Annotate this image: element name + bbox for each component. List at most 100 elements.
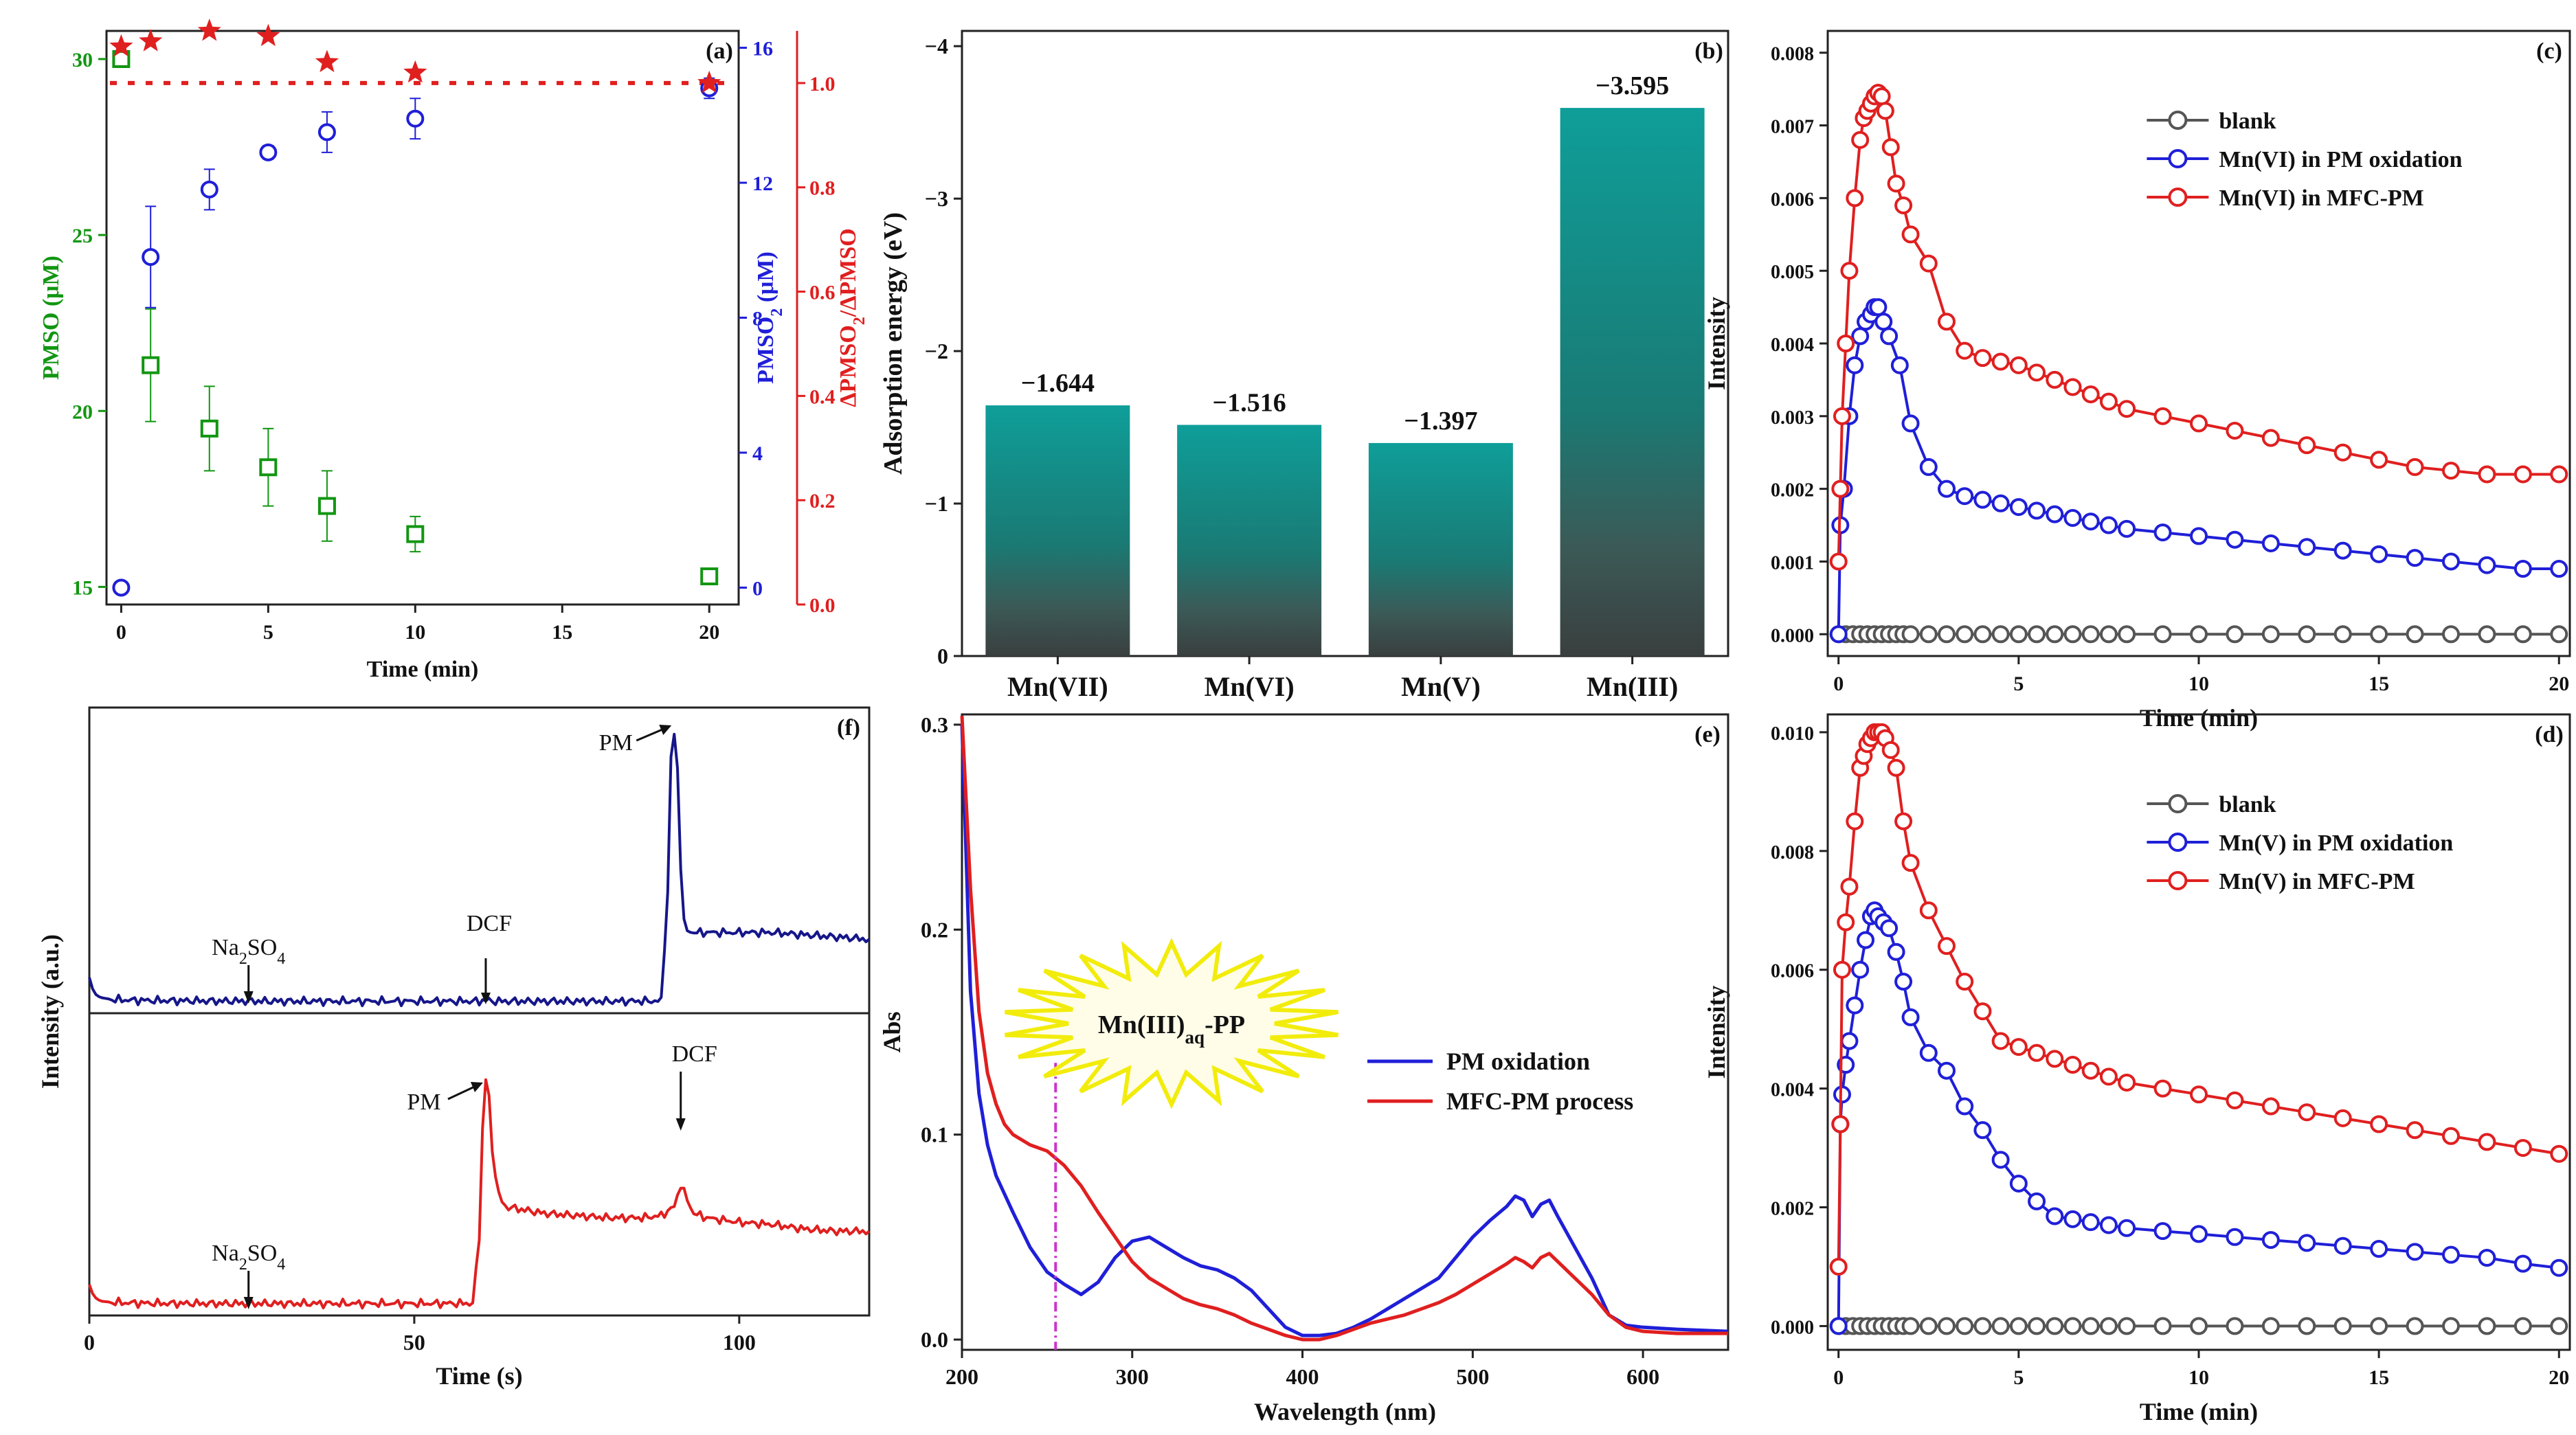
series-point (2261, 1317, 2280, 1335)
series-point (2153, 625, 2172, 644)
x-axis-title: Time (s) (436, 1362, 522, 1390)
pmso-point (406, 525, 425, 543)
series-point (2009, 356, 2028, 374)
series-point (2478, 1249, 2496, 1267)
y-axis-title-mid: PMSO2 (μM) (753, 251, 786, 384)
panel-label-d: (d) (2535, 722, 2564, 747)
series-point (1919, 1043, 1938, 1062)
annotation-label: Na2SO4 (212, 935, 285, 968)
series-point (2118, 1073, 2136, 1092)
series-point (2226, 530, 2244, 549)
series-point (2063, 378, 2082, 396)
x-axis-title: Time (min) (2140, 704, 2258, 732)
series-point (2406, 457, 2424, 476)
series-point (1869, 298, 1888, 317)
series-point (1938, 937, 1956, 956)
series-point (2009, 1317, 2028, 1335)
legend-label: MFC-PM process (1446, 1087, 1633, 1115)
series-point (1833, 960, 1851, 979)
legend-label: PM oxidation (1446, 1048, 1590, 1075)
y-tick-label: 15 (72, 576, 93, 599)
pmso2-point (112, 578, 131, 597)
annotation-label-part-2: SO (247, 935, 277, 960)
series-point (2550, 1144, 2568, 1163)
series-point (2333, 1317, 2352, 1335)
series-point (1901, 1008, 1920, 1026)
series-point (2550, 1317, 2568, 1335)
series-point (2513, 465, 2532, 484)
series-point (2513, 625, 2532, 644)
bar (985, 405, 1130, 656)
series-point (1956, 341, 1974, 360)
legend-label: Mn(V) in MFC-PM (2219, 869, 2415, 894)
series-point (1919, 901, 1938, 920)
callout-label-part-2: -PP (1205, 1010, 1245, 1039)
arrow-head (243, 1297, 254, 1309)
series-point (2261, 625, 2280, 644)
y-tick-label: 0.004 (1771, 1080, 1814, 1101)
series-point (2298, 436, 2316, 455)
panel-label-f: (f) (837, 715, 860, 741)
panel-label-e: (e) (1694, 722, 1721, 747)
series-point (1880, 327, 1899, 346)
y-tick-label: 0.006 (1771, 961, 1814, 982)
bar (1560, 108, 1705, 656)
y-tick-label: −3 (925, 186, 948, 211)
series-point (2046, 505, 2064, 523)
series-point (2550, 625, 2568, 644)
panel-b-frame (961, 30, 1729, 657)
series-point (1881, 741, 1900, 759)
legend-label: Mn(VI) in MFC-PM (2219, 185, 2423, 211)
series-point (2478, 1317, 2496, 1335)
series-point (2081, 1317, 2100, 1335)
y-tick-label: 0.000 (1771, 625, 1814, 646)
series-point (1919, 457, 1938, 476)
series-point (1874, 313, 1893, 331)
panel-e-chart: 200 300 400 500 600 0.0 0.1 0.2 0.3 Mn(III)aq-PP P… (878, 712, 1729, 1425)
series-point (1831, 479, 1850, 498)
series-point (2333, 1236, 2352, 1255)
series-point (1973, 1121, 1992, 1140)
series-point (2190, 1317, 2208, 1335)
series-point (2370, 625, 2388, 644)
legend-label: blank (2219, 792, 2276, 817)
y-axis-title-mid-part-1: 2 (768, 308, 786, 317)
series-point (2478, 1133, 2496, 1151)
bar-value-label: −1.397 (1404, 407, 1477, 436)
series-point (2081, 512, 2100, 531)
y-axis-title-mid-part-2: (μM) (753, 251, 779, 308)
legend-label: Mn(V) in PM oxidation (2219, 831, 2453, 856)
series-point (2550, 1258, 2568, 1277)
series-point (2298, 625, 2316, 644)
ratio-point (197, 19, 221, 41)
legend-marker (2168, 794, 2188, 813)
series-point (2028, 1043, 2046, 1062)
series-point (2190, 414, 2208, 433)
y-tick-label: 12 (752, 172, 773, 195)
series-point (2063, 1317, 2082, 1335)
x-tick-label: 400 (1286, 1364, 1319, 1389)
series-point (1833, 1085, 1851, 1104)
series-point (1876, 102, 1894, 120)
y-tick-label: 16 (752, 38, 773, 60)
starburst-callout (1004, 938, 1339, 1109)
signal-trace (88, 732, 871, 1008)
series-point (2441, 552, 2460, 571)
y-axis-title-right-part-2: /ΔPMSO (836, 228, 861, 317)
series-point (1919, 254, 1938, 273)
y-tick-label: 8 (752, 308, 763, 330)
series-point (1829, 1257, 1848, 1276)
arrow-head (675, 1118, 686, 1131)
y-tick-label: 4 (752, 442, 763, 465)
series-point (1851, 327, 1870, 346)
series-point (2370, 1240, 2388, 1258)
series-point (2226, 1228, 2244, 1246)
series-point (2190, 625, 2208, 644)
series-point (2099, 1317, 2118, 1335)
panel-e-frame (961, 713, 1729, 1351)
series-point (2009, 625, 2028, 644)
series-point (1973, 625, 1992, 644)
x-tick-label: 0 (84, 1330, 95, 1355)
series-point (1901, 854, 1920, 872)
